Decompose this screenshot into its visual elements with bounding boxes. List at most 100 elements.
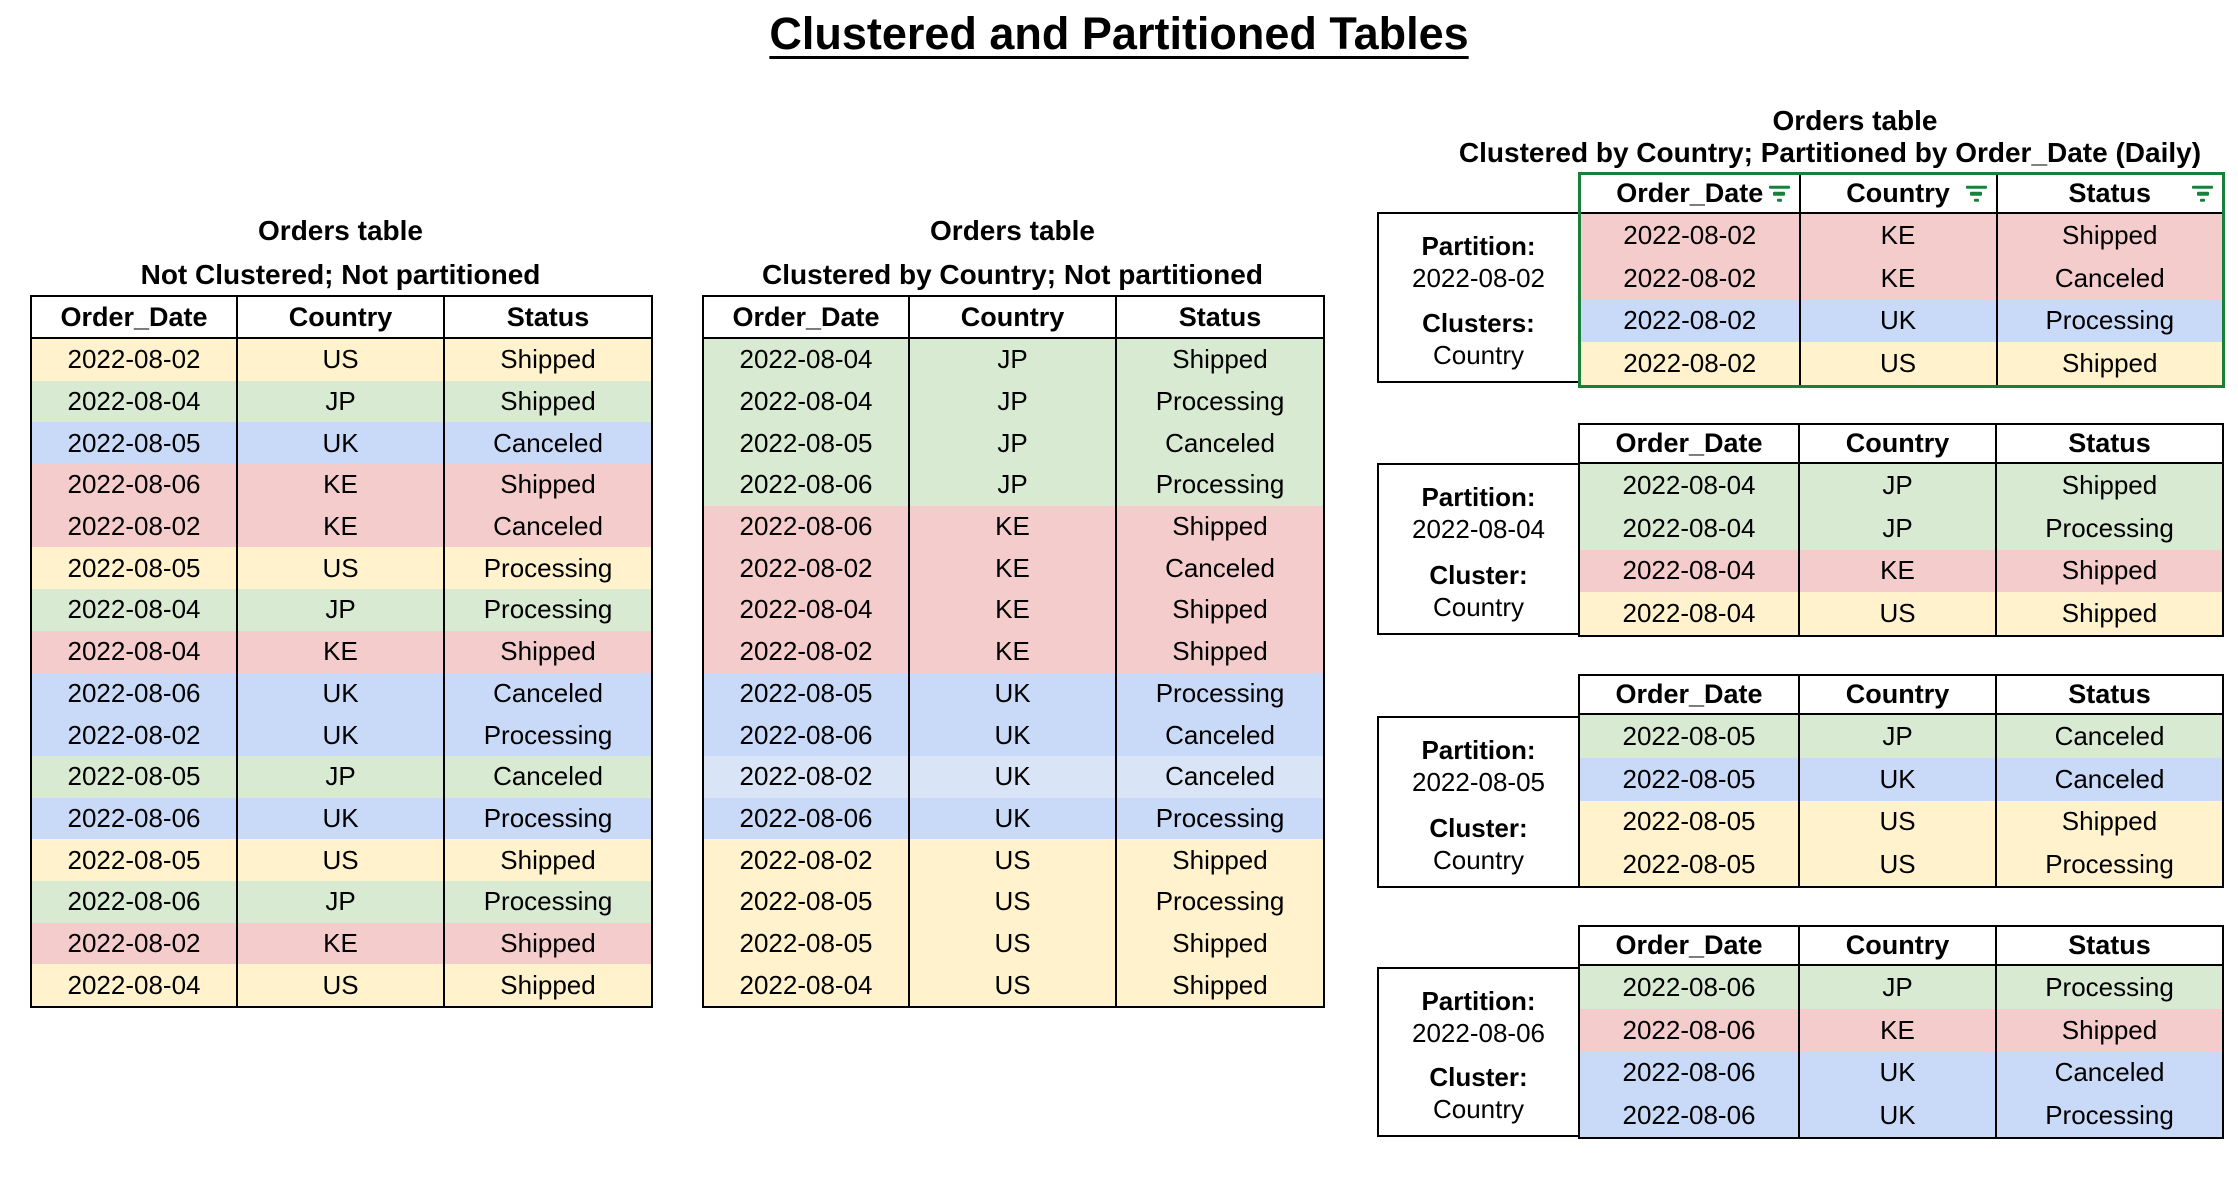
table-row: 2022-08-02 US Shipped: [1578, 342, 2225, 387]
country-cell: US: [236, 338, 445, 381]
country-cell: KE: [236, 505, 445, 548]
table-row: 2022-08-02 KE Shipped: [30, 922, 653, 965]
header-row: Order_Date Country Status: [1578, 926, 2224, 966]
column-header-country: Country: [1798, 675, 1997, 715]
cluster-label-group: Cluster: Country: [1383, 1061, 1574, 1125]
partition-label-box: Partition: 2022-08-02 Clusters: Country: [1377, 212, 1578, 383]
partition-label-box: Partition: 2022-08-04 Cluster: Country: [1377, 463, 1578, 635]
status-cell: Shipped: [1115, 338, 1325, 381]
order-date-cell: 2022-08-02: [30, 922, 238, 965]
column-header-label: Status: [2068, 178, 2152, 208]
column-header-label: Status: [506, 301, 590, 332]
cluster-label-group: Cluster: Country: [1383, 559, 1574, 623]
table-row: 2022-08-02 US Shipped: [30, 338, 653, 381]
table-row: 2022-08-06 UK Canceled: [30, 672, 653, 715]
table-row: 2022-08-04 JP Processing: [30, 589, 653, 631]
status-cell: Shipped: [1995, 1008, 2224, 1052]
order-date-cell: 2022-08-06: [30, 464, 238, 506]
column-header-label: Order_Date: [60, 301, 208, 332]
order-date-cell: 2022-08-04: [30, 589, 238, 631]
status-cell: Shipped: [1995, 549, 2224, 593]
order-date-cell: 2022-08-04: [702, 964, 910, 1007]
status-cell: Shipped: [1115, 922, 1325, 965]
status-cell: Canceled: [1115, 755, 1325, 798]
status-cell: Shipped: [1115, 589, 1325, 631]
order-date-cell: 2022-08-02: [1578, 256, 1801, 300]
column-header-status: Status: [1995, 173, 2225, 214]
order-date-cell: 2022-08-06: [702, 797, 910, 840]
status-cell: Shipped: [1115, 964, 1325, 1007]
table-row: 2022-08-06 KE Shipped: [1578, 1008, 2224, 1052]
middle-table-title: Orders table: [930, 215, 1095, 246]
column-header-label: Country: [1845, 428, 1950, 458]
table-row: 2022-08-04 JP Shipped: [30, 380, 653, 423]
status-cell: Processing: [1115, 464, 1325, 506]
order-date-cell: 2022-08-06: [30, 880, 238, 923]
country-cell: US: [908, 880, 1117, 923]
middle-table-subtitle: Clustered by Country; Not partitioned: [762, 259, 1263, 290]
column-header-label: Order_Date: [732, 301, 880, 332]
table-row: 2022-08-06 KE Shipped: [30, 464, 653, 506]
country-cell: US: [908, 964, 1117, 1007]
cluster-value: Country: [1432, 1094, 1525, 1124]
table-row: 2022-08-06 UK Canceled: [1578, 1051, 2224, 1095]
table-row: 2022-08-05 JP Canceled: [30, 755, 653, 798]
column-header-status: Status: [1995, 675, 2224, 715]
column-header-country: Country: [1798, 926, 1997, 966]
order-date-cell: 2022-08-04: [30, 630, 238, 673]
order-date-cell: 2022-08-04: [30, 964, 238, 1007]
cluster-value: Country: [1432, 592, 1525, 622]
partition-value: 2022-08-02: [1412, 263, 1545, 293]
table-row: 2022-08-05 US Shipped: [702, 922, 1325, 965]
status-cell: Shipped: [443, 630, 653, 673]
partition-label-group: Partition: 2022-08-06: [1383, 985, 1574, 1049]
order-date-cell: 2022-08-04: [702, 338, 910, 381]
column-header-label: Order_Date: [1615, 679, 1763, 709]
column-header-label: Country: [1845, 679, 1950, 709]
status-cell: Processing: [443, 714, 653, 756]
status-cell: Canceled: [1115, 422, 1325, 465]
status-cell: Canceled: [1995, 256, 2225, 300]
column-header-order-date: Order_Date: [30, 296, 238, 339]
status-cell: Shipped: [1115, 505, 1325, 548]
order-date-cell: 2022-08-04: [702, 589, 910, 631]
status-cell: Processing: [1995, 506, 2224, 550]
table-row: 2022-08-02 UK Processing: [1578, 299, 2225, 343]
status-cell: Processing: [1995, 843, 2224, 888]
column-header-label: Status: [1178, 301, 1262, 332]
table-row: 2022-08-04 JP Processing: [702, 380, 1325, 423]
order-date-cell: 2022-08-06: [30, 672, 238, 715]
column-header-label: Country: [288, 301, 393, 332]
table-row: 2022-08-04 KE Shipped: [1578, 549, 2224, 593]
column-header-label: Status: [2068, 428, 2151, 458]
status-cell: Processing: [1995, 1094, 2224, 1139]
country-cell: US: [1798, 800, 1997, 844]
order-date-cell: 2022-08-06: [702, 505, 910, 548]
status-cell: Shipped: [1995, 592, 2224, 637]
country-cell: KE: [908, 630, 1117, 673]
country-cell: UK: [908, 714, 1117, 756]
status-cell: Canceled: [1995, 1051, 2224, 1095]
country-cell: JP: [908, 380, 1117, 423]
status-cell: Shipped: [443, 922, 653, 965]
order-date-cell: 2022-08-02: [1578, 342, 1801, 387]
header-row: Order_Date Country Status: [1578, 424, 2224, 464]
status-cell: Shipped: [443, 839, 653, 881]
table-row: 2022-08-05 US Processing: [702, 880, 1325, 923]
status-cell: Shipped: [443, 338, 653, 381]
table-row: 2022-08-05 UK Canceled: [1578, 757, 2224, 801]
country-cell: UK: [236, 714, 445, 756]
partition-label: Partition:: [1421, 986, 1536, 1016]
partition-label-group: Partition: 2022-08-04: [1383, 481, 1574, 545]
order-date-cell: 2022-08-05: [702, 880, 910, 923]
status-cell: Canceled: [1995, 714, 2224, 758]
country-cell: US: [1798, 592, 1997, 637]
status-cell: Canceled: [443, 422, 653, 465]
column-header-status: Status: [1995, 424, 2224, 464]
order-date-cell: 2022-08-05: [30, 839, 238, 881]
order-date-cell: 2022-08-06: [30, 797, 238, 840]
partition-value: 2022-08-05: [1412, 767, 1545, 797]
country-cell: KE: [908, 547, 1117, 590]
table-row: 2022-08-05 US Shipped: [30, 839, 653, 881]
column-header-country: Country: [1798, 424, 1997, 464]
